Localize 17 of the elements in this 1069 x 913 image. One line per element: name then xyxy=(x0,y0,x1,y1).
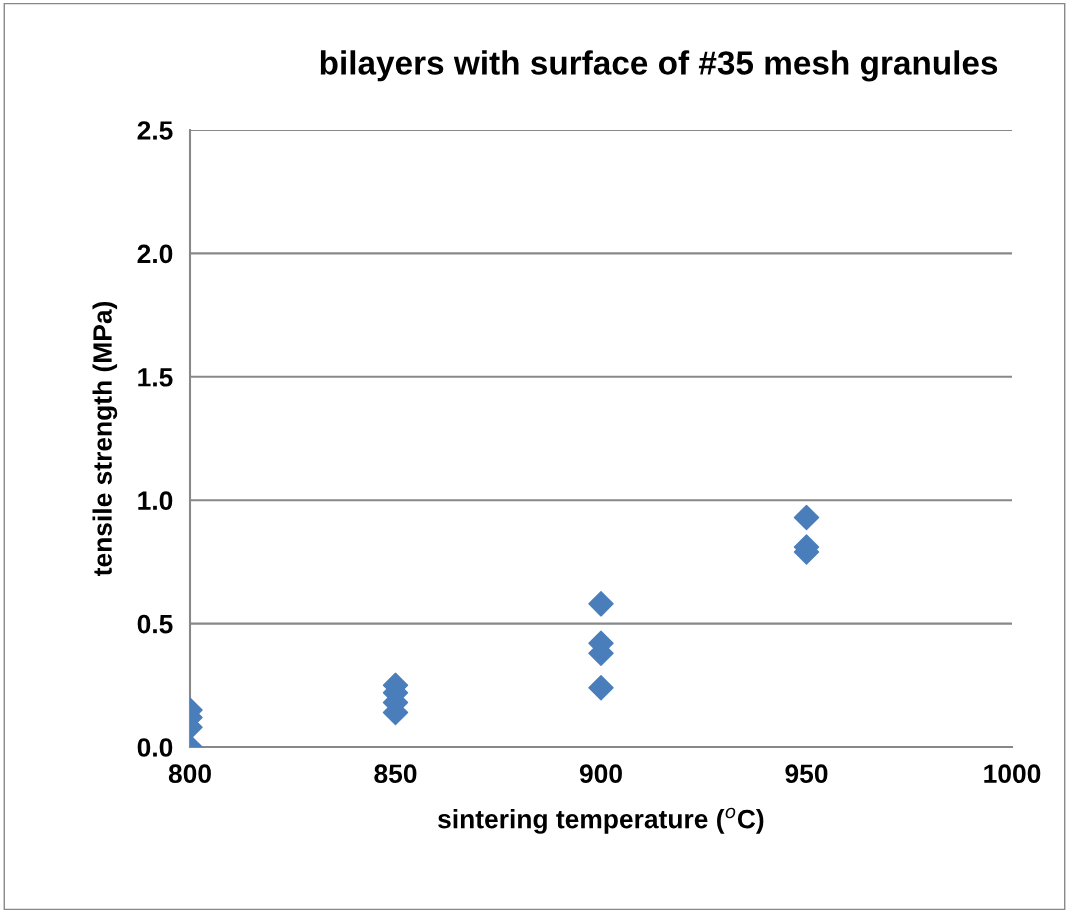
x-tick-label: 850 xyxy=(374,764,417,784)
x-tick-label: 950 xyxy=(785,764,828,784)
y-tick-label: 2.0 xyxy=(137,244,173,264)
point xyxy=(588,675,614,701)
chart-title: bilayers with surface of #35 mesh granules xyxy=(320,50,998,82)
point xyxy=(793,504,820,531)
x-tick-label: 900 xyxy=(579,764,622,784)
point xyxy=(588,591,614,617)
y-tick-label: 1.0 xyxy=(138,491,173,511)
x-tick-label: 1000 xyxy=(984,764,1041,784)
y-tick-label: 0.5 xyxy=(137,614,173,634)
y-tick-label: 2.5 xyxy=(137,121,173,140)
y-tick-label: 1.5 xyxy=(138,368,173,387)
y-axis-title: tensile strength (MPa) xyxy=(92,301,118,576)
y-tick-label: 0.0 xyxy=(137,738,173,757)
x-tick-label: 800 xyxy=(168,764,211,784)
x-axis-title: sintering temperature ($^{o}$C) xyxy=(438,807,764,834)
